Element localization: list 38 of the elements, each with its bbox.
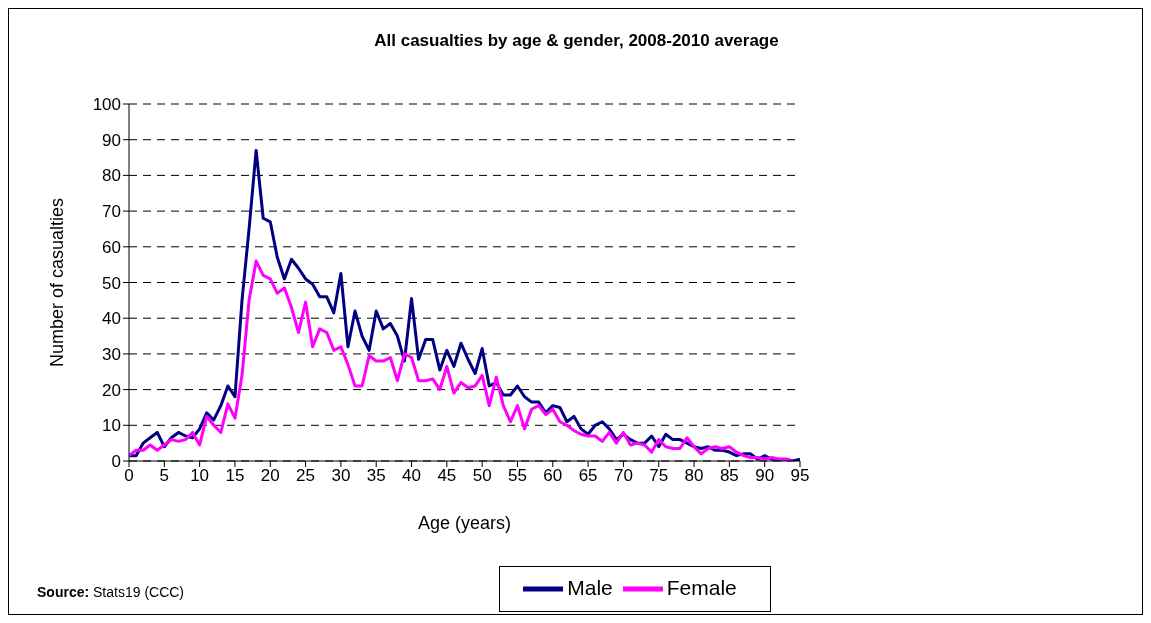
x-tick-label: 15: [225, 466, 245, 486]
x-tick-label: 35: [366, 466, 386, 486]
line-series: [129, 259, 795, 461]
y-tick-label: 50: [102, 273, 121, 293]
y-tick-label: 30: [102, 344, 121, 364]
x-tick-label: 25: [296, 466, 316, 486]
y-tick-label: 40: [102, 309, 121, 329]
x-tick-label: 65: [578, 466, 598, 486]
x-tick-label: 0: [124, 466, 134, 486]
y-tick-label: 0: [111, 452, 121, 472]
legend-label: Male: [567, 575, 613, 599]
y-axis-title: Number of casualties: [47, 197, 68, 368]
y-tick-label: 80: [102, 166, 121, 186]
x-tick-label: 30: [331, 466, 351, 486]
x-tick-label: 90: [755, 466, 775, 486]
y-tick-label: 20: [102, 380, 121, 400]
chart-title: All casualties by age & gender, 2008-2010 average: [373, 31, 780, 51]
x-tick-label: 60: [543, 466, 563, 486]
x-tick-label: 40: [402, 466, 421, 486]
x-tick-label: 70: [613, 466, 633, 486]
legend-label: Female: [666, 575, 737, 599]
x-tick-label: 10: [190, 466, 210, 486]
y-tick-label: 70: [102, 202, 121, 222]
x-tick-label: 20: [260, 466, 280, 486]
x-tick-label: 50: [472, 466, 492, 486]
source-note: Source: Stats19 (CCC): [37, 584, 185, 600]
y-tick-label: 90: [102, 130, 121, 150]
x-axis-title: Age (years): [417, 513, 512, 533]
x-tick-label: 85: [719, 466, 739, 486]
x-tick-label: 55: [508, 466, 527, 486]
x-tick-label: 80: [684, 466, 704, 486]
x-tick-label: 95: [790, 466, 810, 486]
y-tick-label: 10: [102, 416, 121, 436]
y-tick-label: 100: [92, 95, 121, 115]
x-tick-label: 45: [437, 466, 457, 486]
y-tick-label: 60: [102, 237, 121, 257]
x-tick-label: 75: [649, 466, 669, 486]
x-tick-label: 5: [159, 466, 170, 486]
